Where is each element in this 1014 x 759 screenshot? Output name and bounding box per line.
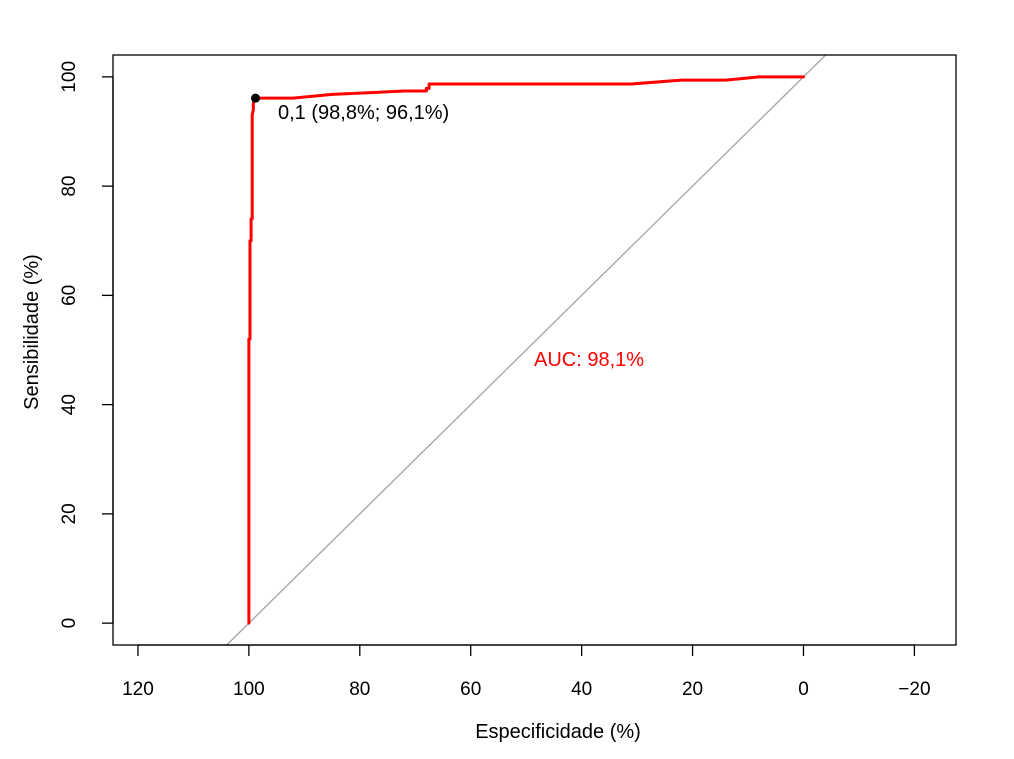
chance-diagonal-layer [225,55,827,645]
y-tick-label: 40 [59,394,80,415]
optimal-threshold-layer [251,93,261,103]
chance-diagonal-line [225,55,827,645]
threshold-annotation: 0,1 (98,8%; 96,1%) [278,102,449,124]
x-tick-label: −20 [898,679,930,700]
x-axis-title: Especificidade (%) [475,721,641,743]
roc-curve-layer [247,75,805,625]
optimal-threshold-point [251,93,261,103]
x-tick-label: 0 [798,679,809,700]
roc-curve-line [247,75,805,625]
x-axis: 120 100 80 60 40 20 0 −20 [122,644,931,700]
x-tick-label: 80 [349,679,370,700]
y-tick-label: 60 [59,285,80,306]
x-tick-label: 100 [233,679,265,700]
x-tick-label: 40 [571,679,592,700]
y-axis-title: Sensibilidade (%) [21,254,43,410]
y-tick-label: 80 [59,176,80,197]
x-tick-label: 20 [682,679,703,700]
auc-annotation: AUC: 98,1% [534,349,644,371]
y-axis: 0 20 40 60 80 100 [59,61,114,629]
y-tick-label: 20 [59,503,80,524]
y-tick-label: 100 [59,61,80,93]
x-tick-label: 120 [122,679,154,700]
y-tick-label: 0 [59,618,80,629]
x-tick-label: 60 [460,679,481,700]
